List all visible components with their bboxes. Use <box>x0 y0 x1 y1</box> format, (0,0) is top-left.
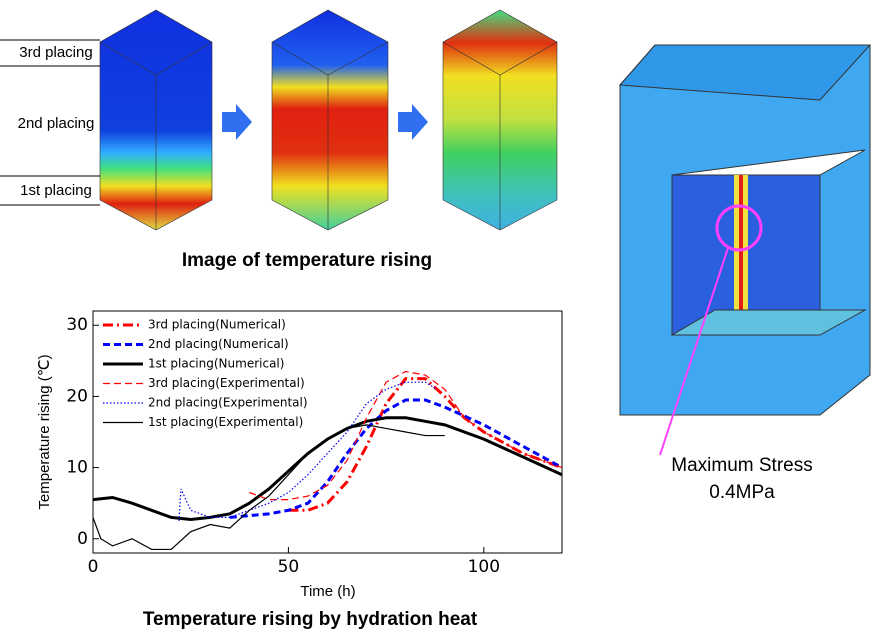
figure: 3rd placing 2nd placing 1st placing Imag… <box>0 0 886 632</box>
y-tick-label: 10 <box>66 458 88 478</box>
chart-title: Temperature rising by hydration heat <box>143 609 478 630</box>
stress-value: 0.4MPa <box>709 482 775 503</box>
legend-label: 1st placing(Experimental) <box>148 415 303 429</box>
legend-label: 3rd placing(Numerical) <box>148 318 286 332</box>
x-tick-label: 0 <box>88 557 99 577</box>
placing-label: 1st placing <box>20 182 92 199</box>
fe-columns <box>100 10 557 230</box>
legend-label: 2nd placing(Experimental) <box>148 396 308 410</box>
legend-label: 2nd placing(Numerical) <box>148 337 289 351</box>
series-line <box>249 372 562 500</box>
stress-model <box>620 45 870 455</box>
x-axis-label: Time (h) <box>300 583 355 600</box>
series-line <box>288 379 562 511</box>
legend-label: 3rd placing(Experimental) <box>148 376 305 390</box>
stress-label: Maximum Stress <box>671 455 812 476</box>
placing-label: 2nd placing <box>18 115 95 132</box>
y-tick-label: 20 <box>66 386 88 406</box>
y-tick-label: 30 <box>66 315 88 335</box>
image-caption: Image of temperature rising <box>182 250 432 271</box>
series-line <box>93 418 562 520</box>
y-tick-label: 0 <box>77 529 88 549</box>
x-tick-label: 50 <box>278 557 300 577</box>
line-chart: Time (h) Temperature rising (℃) Temperat… <box>36 311 562 630</box>
placing-label: 3rd placing <box>19 44 92 61</box>
x-tick-label: 100 <box>468 557 500 577</box>
legend-label: 1st placing(Numerical) <box>148 357 284 371</box>
y-axis-label: Temperature rising (℃) <box>36 354 53 509</box>
